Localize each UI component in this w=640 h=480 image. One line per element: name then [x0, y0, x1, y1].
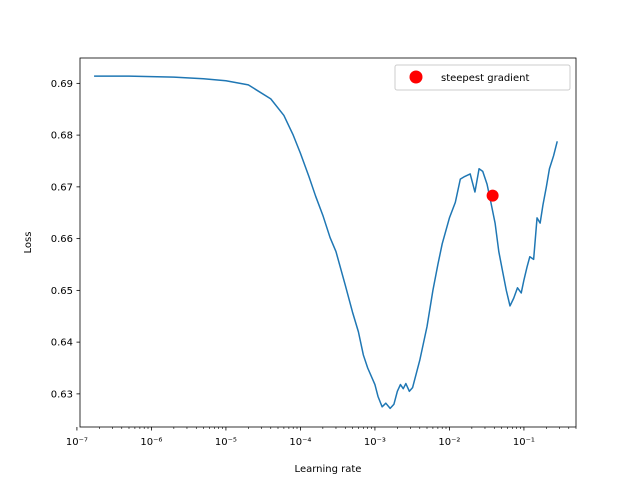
legend: steepest gradient	[394, 64, 571, 91]
x-tick-label: 10⁻⁶	[140, 437, 162, 448]
y-tick-label: 0.63	[51, 389, 73, 400]
plot-area	[94, 75, 558, 410]
legend-marker	[409, 70, 423, 84]
y-tick-label: 0.64	[51, 338, 73, 349]
legend-box	[394, 64, 571, 91]
x-tick-label: 10⁻⁷	[66, 437, 88, 448]
x-axis-label: Learning rate	[295, 464, 362, 475]
x-tick-label: 10⁻²	[438, 437, 460, 448]
y-axis-label: Loss	[23, 232, 34, 254]
x-tick-label: 10⁻³	[364, 437, 386, 448]
steepest-gradient-point	[486, 189, 499, 202]
loss-curve-line	[94, 75, 558, 410]
x-tick-label: 10⁻⁴	[289, 437, 311, 448]
y-axis-ticks: 0.63 0.64 0.65 0.66 0.67 0.68 0.69	[51, 79, 80, 400]
x-tick-label: 10⁻⁵	[215, 437, 237, 448]
axes-frame	[79, 57, 577, 428]
legend-label: steepest gradient	[441, 73, 529, 84]
y-tick-label: 0.65	[51, 286, 73, 297]
y-tick-label: 0.66	[51, 234, 73, 245]
y-tick-label: 0.67	[51, 182, 73, 193]
x-tick-label: 10⁻¹	[513, 437, 535, 448]
y-tick-label: 0.68	[51, 131, 73, 142]
y-tick-label: 0.69	[51, 79, 73, 90]
